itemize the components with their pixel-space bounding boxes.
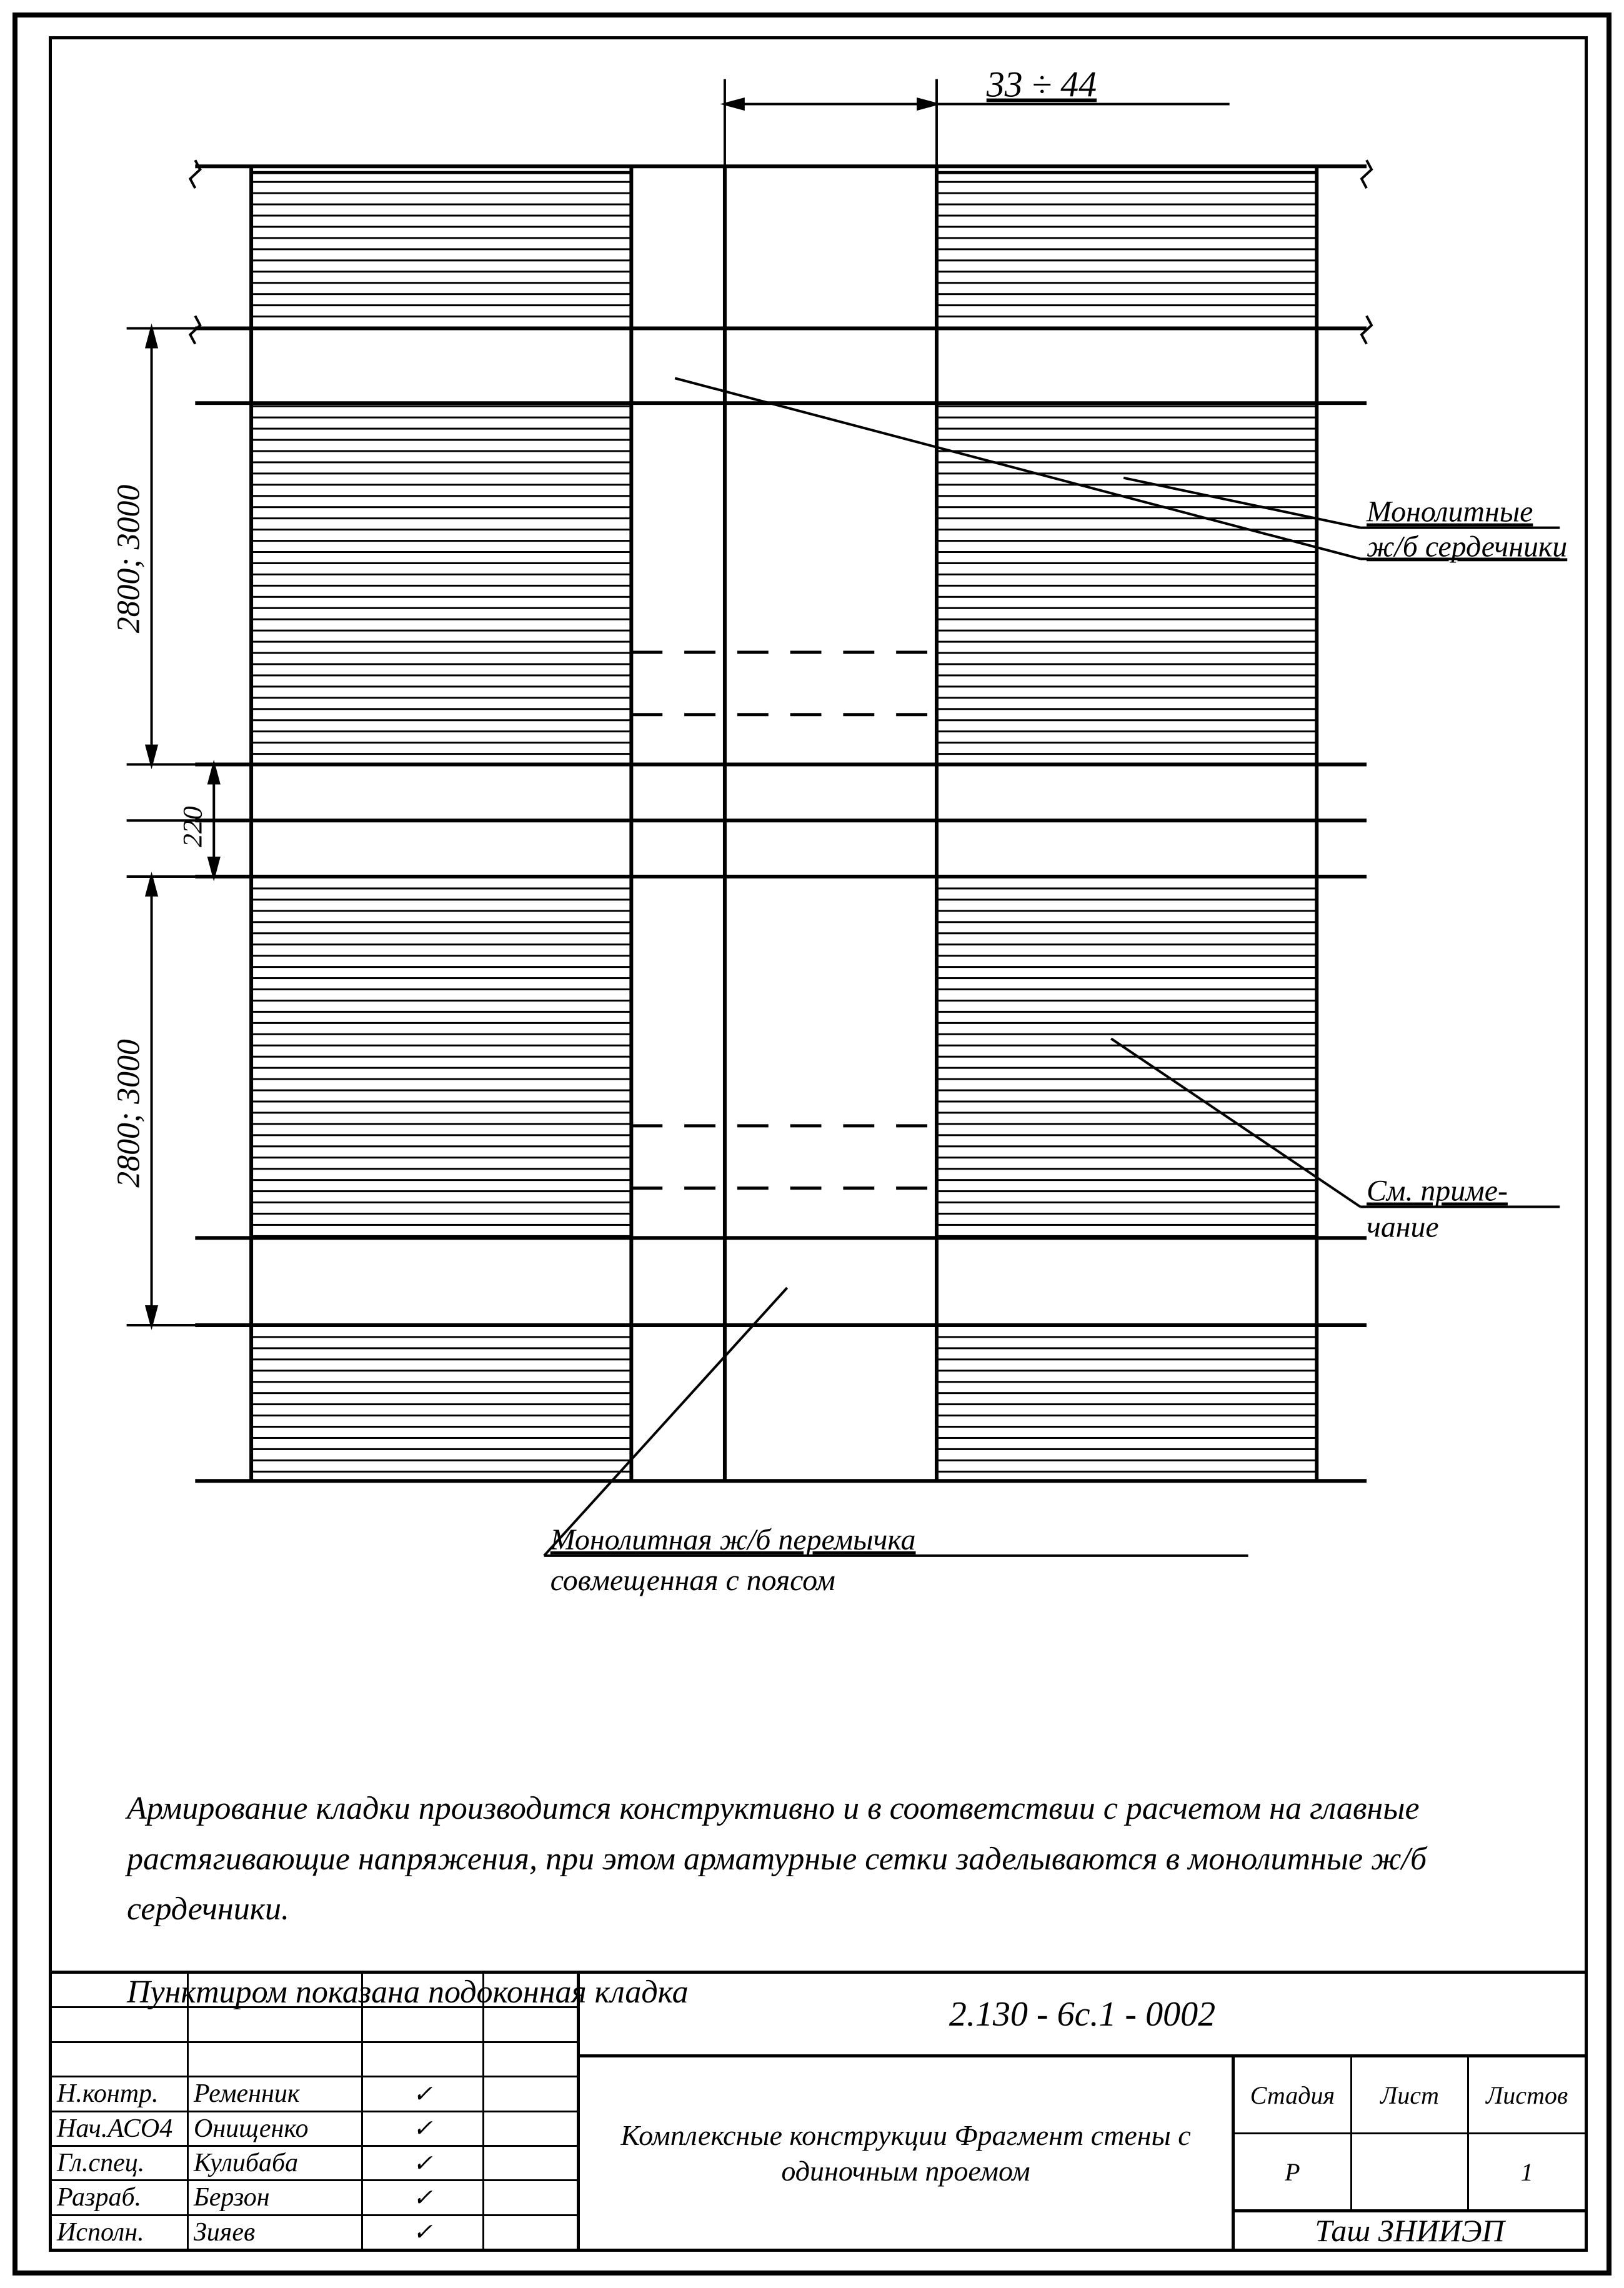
title-block-main: 2.130 - 6с.1 - 0002 Комплексные конструк… [580, 1974, 1585, 2249]
date-cell [484, 1974, 577, 2006]
sheets-header: Листов [1469, 2057, 1585, 2132]
label-cores-2: ж/б сердечники [1367, 530, 1567, 563]
sign-cell [363, 1974, 484, 2006]
drawing-svg: 33 ÷ 44 [52, 39, 1585, 1726]
drawing-sheet: 33 ÷ 44 [12, 12, 1612, 2276]
sheets-value: 1 [1469, 2134, 1585, 2209]
organization: Таш ЗНИИЭП [1235, 2212, 1585, 2249]
label-lintel-2: совмещенная с поясом [550, 1564, 835, 1597]
technical-drawing: 33 ÷ 44 [52, 39, 1585, 1726]
dim-gap-text: 220 [177, 806, 207, 847]
note-p1: Армирование кладки производится конструк… [127, 1784, 1535, 1935]
label-lintel-1: Монолитная ж/б перемычка [550, 1523, 916, 1556]
label-cores-1: Монолитные [1366, 495, 1533, 529]
title-block-meta: Стадия Лист Листов Р 1 Таш ЗНИИЭП [1235, 2057, 1585, 2249]
document-number: 2.130 - 6с.1 - 0002 [580, 1974, 1585, 2057]
dim-v2-text: 2800; 3000 [111, 1039, 147, 1188]
sheet-value [1352, 2134, 1470, 2209]
name-cell [189, 1974, 363, 2006]
role-cell [52, 1974, 189, 2006]
label-note-2: чание [1367, 1210, 1439, 1243]
title-block-signatures: Н.контр.Ременник✓ Нач.АСО4Онищенко✓ Гл.с… [52, 1974, 580, 2249]
stage-header: Стадия [1235, 2057, 1352, 2132]
dim-top-text: 33 ÷ 44 [986, 64, 1097, 105]
inner-frame: 33 ÷ 44 [49, 36, 1588, 2252]
stage-value: Р [1235, 2134, 1352, 2209]
sheet-header: Лист [1352, 2057, 1470, 2132]
dim-v1-text: 2800; 3000 [111, 485, 147, 634]
drawing-title: Комплексные конструкции Фрагмент стены с… [580, 2057, 1235, 2249]
title-block: Н.контр.Ременник✓ Нач.АСО4Онищенко✓ Гл.с… [52, 1971, 1585, 2249]
label-note-1: См. приме- [1367, 1175, 1508, 1208]
